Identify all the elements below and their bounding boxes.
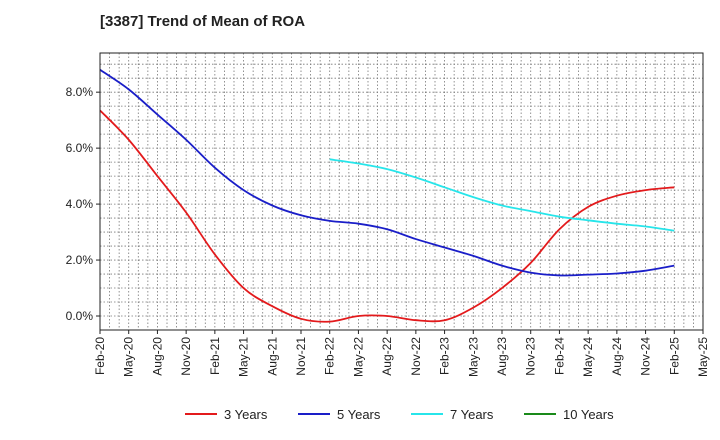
x-tick-label: May-21 <box>237 337 251 377</box>
x-tick-label: Aug-21 <box>265 337 279 376</box>
x-tick-label: May-25 <box>696 337 710 377</box>
x-tick-label: Nov-21 <box>294 337 308 376</box>
x-tick-label: Aug-24 <box>610 337 624 376</box>
x-tick-label: May-22 <box>351 337 365 377</box>
x-tick-label: Aug-20 <box>150 337 164 376</box>
grid-lines <box>100 53 703 330</box>
x-tick-label: Nov-24 <box>639 337 653 376</box>
chart-title: [3387] Trend of Mean of ROA <box>100 13 306 30</box>
x-tick-label: Feb-23 <box>438 337 452 375</box>
y-axis-ticks: 0.0% 2.0% 4.0% 6.0% 8.0% <box>66 85 100 323</box>
x-axis-ticks: Feb-20 May-20 Aug-20 Nov-20 Feb-21 May-21 Aug-… <box>93 330 710 377</box>
x-tick-label: Feb-20 <box>93 337 107 375</box>
series-line-5-years <box>99 69 675 277</box>
x-tick-label: May-23 <box>466 337 480 377</box>
y-tick-label: 6.0% <box>66 141 94 155</box>
x-tick-label: Aug-23 <box>495 337 509 376</box>
x-tick-label: May-24 <box>581 337 595 377</box>
series-line-3-years <box>99 109 675 323</box>
y-tick-label: 0.0% <box>66 309 94 323</box>
y-tick-label: 8.0% <box>66 85 94 99</box>
x-tick-label: Nov-20 <box>179 337 193 376</box>
x-tick-label: Feb-24 <box>552 337 566 375</box>
x-tick-label: Feb-25 <box>667 337 681 375</box>
legend-label: 7 Years <box>450 407 494 422</box>
legend: 3 Years 5 Years 7 Years 10 Years <box>185 407 614 422</box>
plot-frame <box>99 52 704 331</box>
legend-label: 3 Years <box>224 407 268 422</box>
y-tick-label: 2.0% <box>66 253 94 267</box>
x-tick-label: Feb-22 <box>323 337 337 375</box>
x-tick-label: Feb-21 <box>208 337 222 375</box>
x-tick-label: Aug-22 <box>380 337 394 376</box>
series-lines <box>99 69 675 323</box>
x-tick-label: May-20 <box>122 337 136 377</box>
x-tick-label: Nov-22 <box>409 337 423 376</box>
y-tick-label: 4.0% <box>66 197 94 211</box>
legend-label: 5 Years <box>337 407 381 422</box>
series-line-7-years <box>329 158 675 232</box>
x-tick-label: Nov-23 <box>524 337 538 376</box>
legend-label: 10 Years <box>563 407 614 422</box>
